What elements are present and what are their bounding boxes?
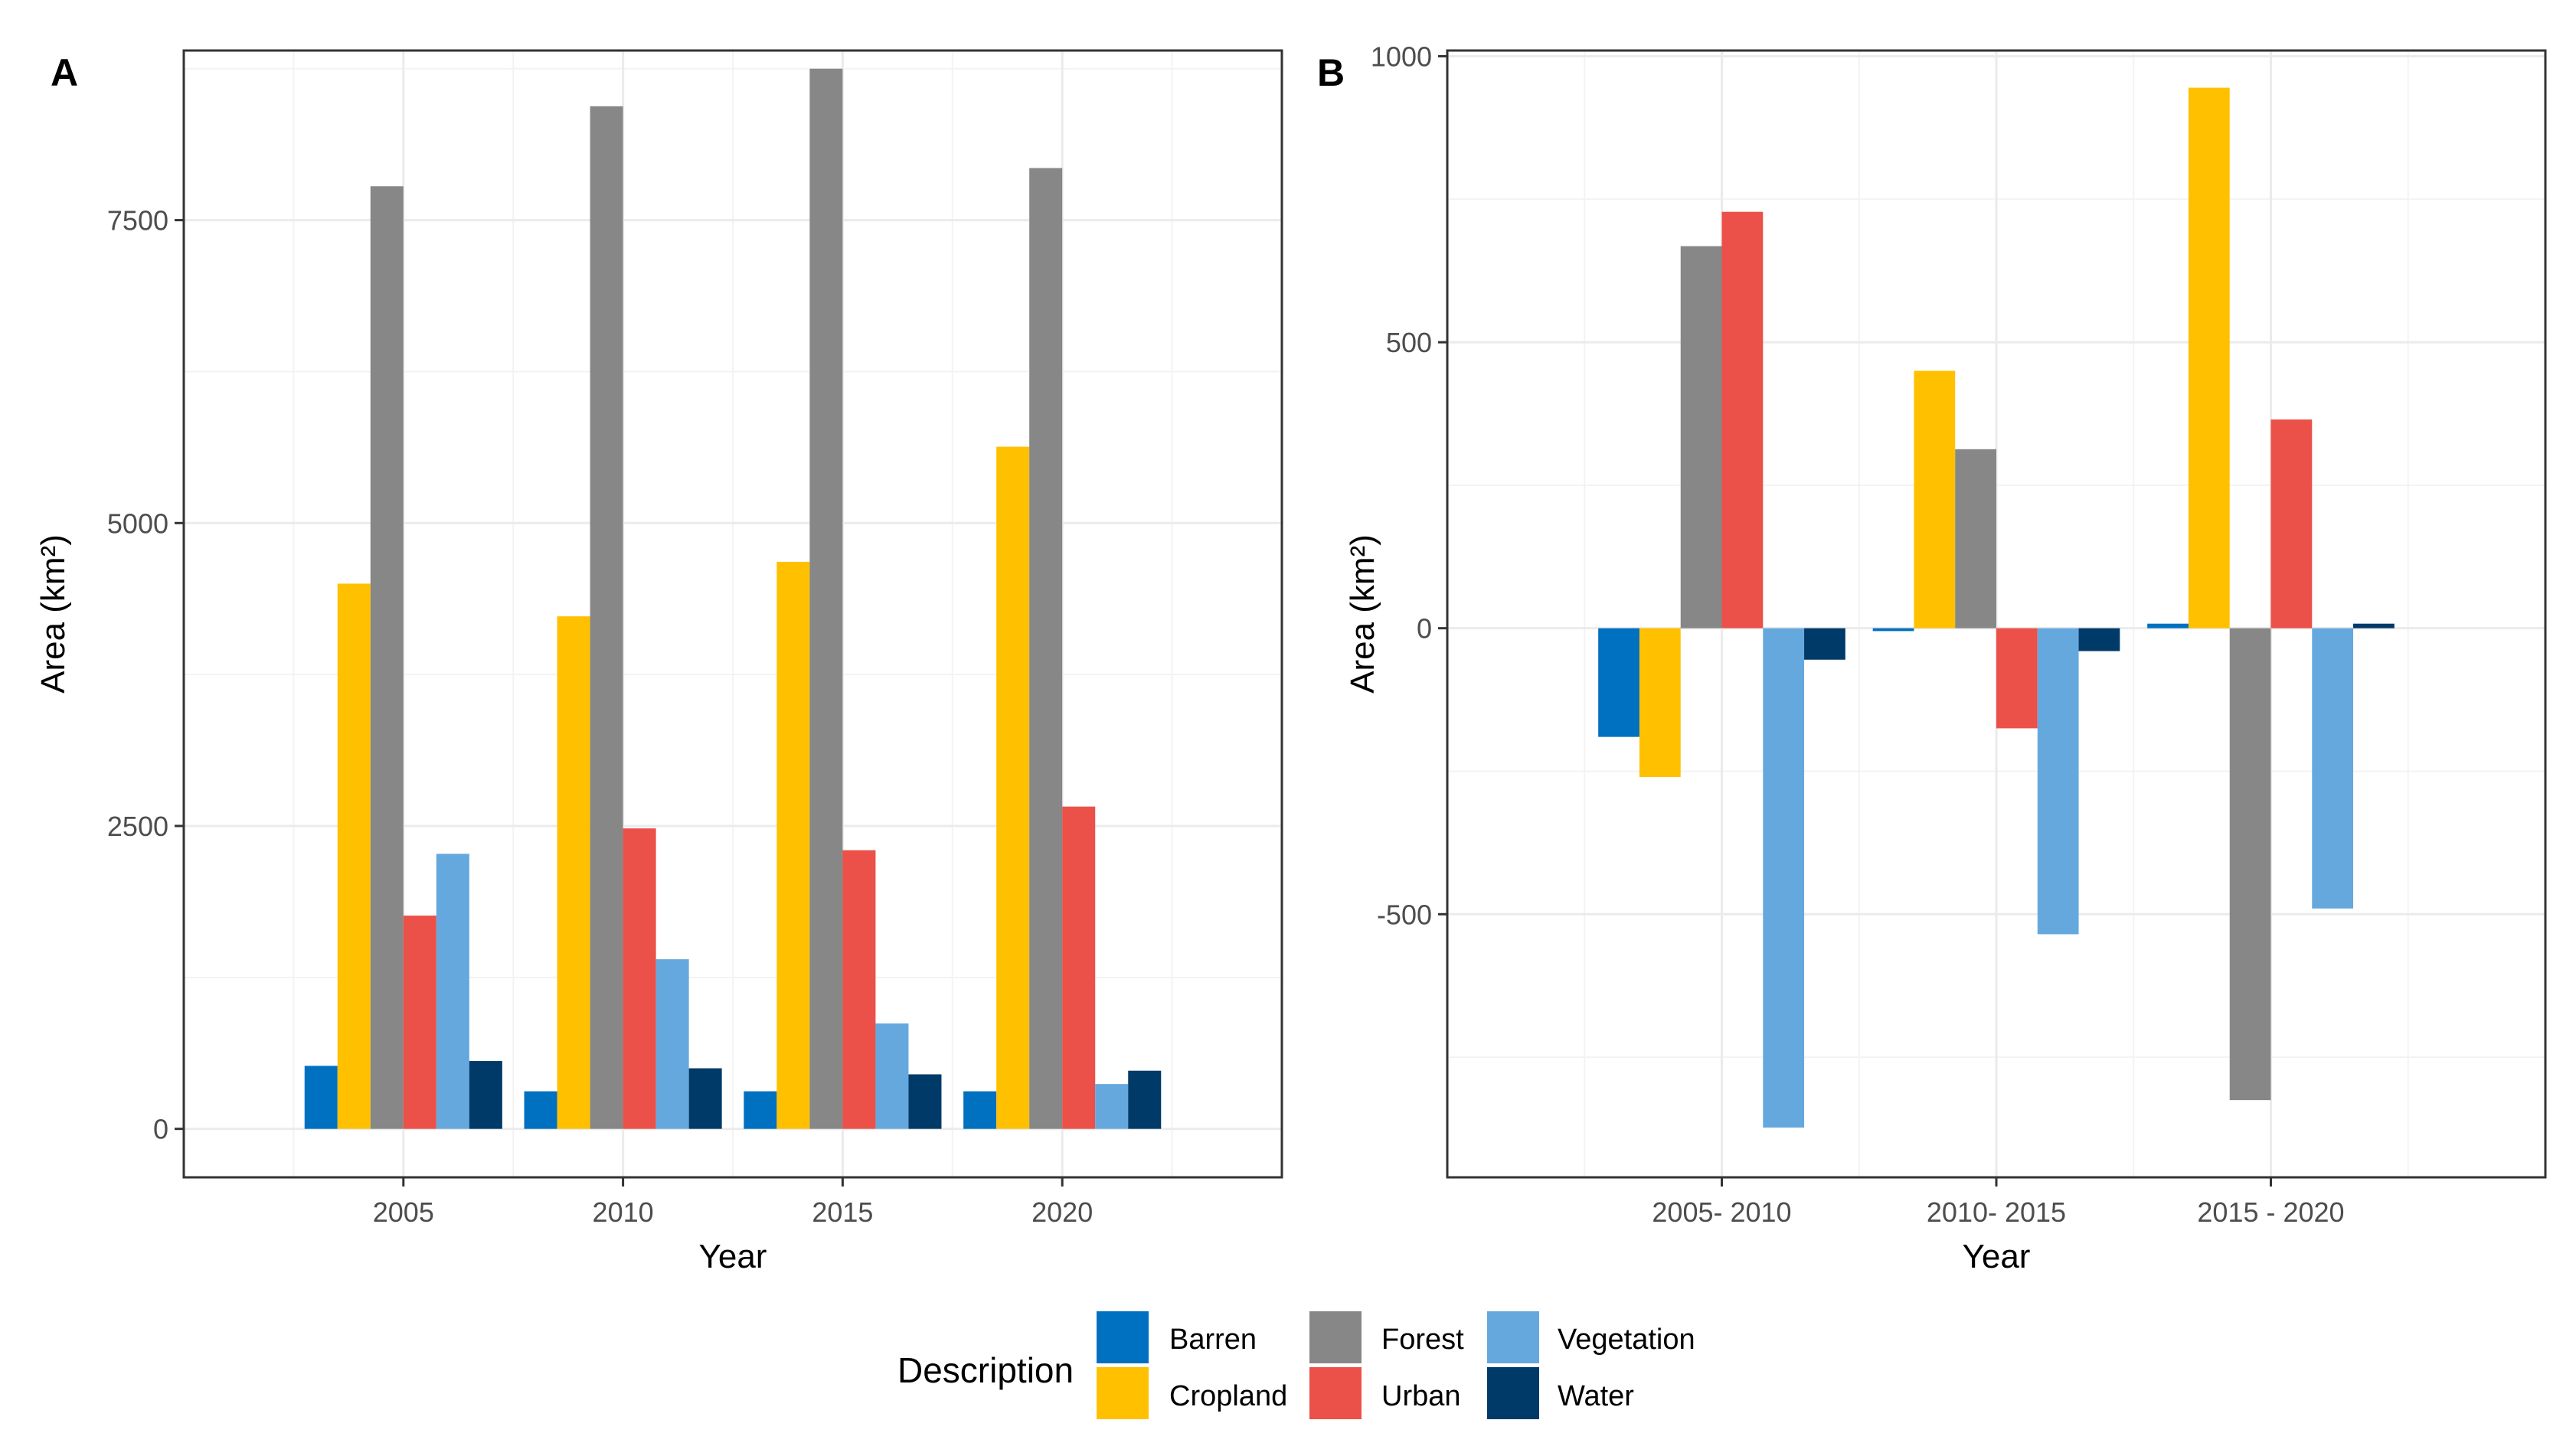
panel-b-bar-forest-2010-2015 xyxy=(1955,449,1996,628)
panel-a-bar-forest-2010 xyxy=(590,106,623,1129)
panel-b-y-tick-label: -500 xyxy=(1377,899,1432,930)
panel-a-bar-forest-2020 xyxy=(1029,168,1063,1129)
panel-b-bar-forest-2005-2010 xyxy=(1680,246,1722,628)
panel-b-x-axis-title: Year xyxy=(1963,1238,2031,1275)
panel-b-bar-cropland-2015-2020 xyxy=(2188,87,2230,628)
panel-b-bar-barren-2010-2015 xyxy=(1872,628,1914,632)
legend-label-water: Water xyxy=(1558,1380,1634,1412)
panel-a-bar-cropland-2005 xyxy=(337,583,371,1129)
panel-a-bar-urban-2015 xyxy=(842,850,876,1129)
panel-b-tag: B xyxy=(1317,51,1345,94)
panel-b-bar-cropland-2010-2015 xyxy=(1914,370,1956,628)
panel-b-y-axis-title: Area (km²) xyxy=(1344,534,1381,694)
panel-a-x-axis-title: Year xyxy=(699,1238,767,1275)
legend-label-forest: Forest xyxy=(1381,1324,1464,1356)
panel-a-bar-vegetation-2005 xyxy=(436,854,469,1129)
panel-a-bar-vegetation-2015 xyxy=(875,1023,909,1129)
legend-key-cropland xyxy=(1097,1367,1149,1419)
panel-b-bar-forest-2015-2020 xyxy=(2229,628,2271,1101)
panel-b-x-ticks: 2005- 2010 2010- 2015 2015 - 2020 xyxy=(1652,1177,2345,1228)
panel-a-bar-water-2015 xyxy=(908,1074,942,1129)
panel-a-bar-vegetation-2020 xyxy=(1095,1084,1129,1129)
panel-a-x-tick-label: 2010 xyxy=(593,1196,654,1228)
panel-a-x-tick-label: 2020 xyxy=(1031,1196,1093,1228)
legend-label-urban: Urban xyxy=(1381,1380,1461,1412)
panel-b-bar-vegetation-2015-2020 xyxy=(2312,628,2354,909)
panel-a-y-tick-label: 2500 xyxy=(107,811,168,842)
panel-b-bar-vegetation-2005-2010 xyxy=(1763,628,1805,1128)
panel-b-y-ticks: -500 0 500 1000 xyxy=(1371,41,1447,930)
panel-a-bar-cropland-2020 xyxy=(996,446,1030,1129)
panel-b-bar-water-2010-2015 xyxy=(2078,628,2120,651)
panel-a-x-tick-label: 2005 xyxy=(373,1196,434,1228)
panel-a-bar-urban-2010 xyxy=(623,828,656,1129)
panel-a-y-tick-label: 5000 xyxy=(107,508,168,539)
panel-a: 0 2500 5000 7500 2005 2010 2015 2020 A Year Ar… xyxy=(34,49,1283,1275)
legend-label-barren: Barren xyxy=(1169,1324,1257,1356)
panel-a-bar-urban-2020 xyxy=(1062,806,1096,1129)
panel-b: -500 0 500 1000 2005- 2010 2010- 2015 2015 - … xyxy=(1317,41,2547,1275)
panel-b-bar-urban-2005-2010 xyxy=(1721,211,1764,628)
panel-a-bar-water-2005 xyxy=(469,1061,502,1129)
legend-key-urban xyxy=(1309,1367,1362,1419)
panel-b-x-tick-label: 2010- 2015 xyxy=(1927,1196,2066,1228)
panel-a-border xyxy=(182,49,1283,1179)
legend-title: Description xyxy=(897,1350,1074,1390)
panel-b-bar-urban-2010-2015 xyxy=(1996,628,2038,729)
panel-a-y-ticks: 0 2500 5000 7500 xyxy=(107,205,184,1145)
panel-a-bar-barren-2005 xyxy=(304,1066,338,1129)
panel-a-bar-barren-2015 xyxy=(744,1091,777,1129)
legend-label-vegetation: Vegetation xyxy=(1558,1324,1695,1356)
panel-a-bars xyxy=(304,68,1162,1129)
panel-a-x-ticks: 2005 2010 2015 2020 xyxy=(373,1177,1093,1228)
legend-label-cropland: Cropland xyxy=(1169,1380,1287,1412)
panel-b-bar-barren-2005-2010 xyxy=(1598,628,1639,737)
panel-a-bar-barren-2010 xyxy=(524,1091,557,1129)
legend-key-water xyxy=(1487,1367,1539,1419)
panel-b-y-tick-label: 500 xyxy=(1386,327,1432,358)
panel-b-x-tick-label: 2005- 2010 xyxy=(1652,1196,1791,1228)
panel-b-bar-water-2005-2010 xyxy=(1804,628,1845,660)
panel-a-bar-urban-2005 xyxy=(403,916,436,1129)
panel-a-bar-vegetation-2010 xyxy=(655,959,689,1129)
panel-b-bar-vegetation-2010-2015 xyxy=(2037,628,2079,935)
panel-a-bar-barren-2020 xyxy=(963,1091,997,1129)
panel-a-x-tick-label: 2015 xyxy=(812,1196,873,1228)
panel-b-y-tick-label: 1000 xyxy=(1371,41,1432,72)
panel-a-bar-water-2010 xyxy=(688,1068,722,1129)
panel-b-y-tick-label: 0 xyxy=(1417,613,1432,645)
panel-a-bar-cropland-2010 xyxy=(557,616,590,1129)
panel-b-bar-cropland-2005-2010 xyxy=(1639,628,1681,777)
panel-a-y-tick-label: 7500 xyxy=(107,205,168,237)
legend-key-forest xyxy=(1309,1311,1362,1363)
panel-a-tag: A xyxy=(51,51,78,94)
panel-a-y-axis-title: Area (km²) xyxy=(34,534,72,694)
panel-b-bar-water-2015-2020 xyxy=(2353,623,2395,628)
panel-a-bar-cropland-2015 xyxy=(776,561,810,1129)
legend-key-barren xyxy=(1097,1311,1149,1363)
panel-a-bar-water-2020 xyxy=(1128,1070,1162,1129)
panel-a-bar-forest-2005 xyxy=(370,186,404,1129)
panel-b-bar-urban-2015-2020 xyxy=(2270,419,2313,628)
panel-a-y-tick-label: 0 xyxy=(153,1114,168,1145)
panel-b-bar-barren-2015-2020 xyxy=(2147,623,2189,628)
legend-key-vegetation xyxy=(1487,1311,1539,1363)
legend: Description Barren Cropland Forest Urban… xyxy=(897,1311,1695,1419)
panel-b-bars xyxy=(1598,87,2395,1128)
panel-a-bar-forest-2015 xyxy=(809,68,843,1129)
panel-b-x-tick-label: 2015 - 2020 xyxy=(2197,1196,2344,1228)
